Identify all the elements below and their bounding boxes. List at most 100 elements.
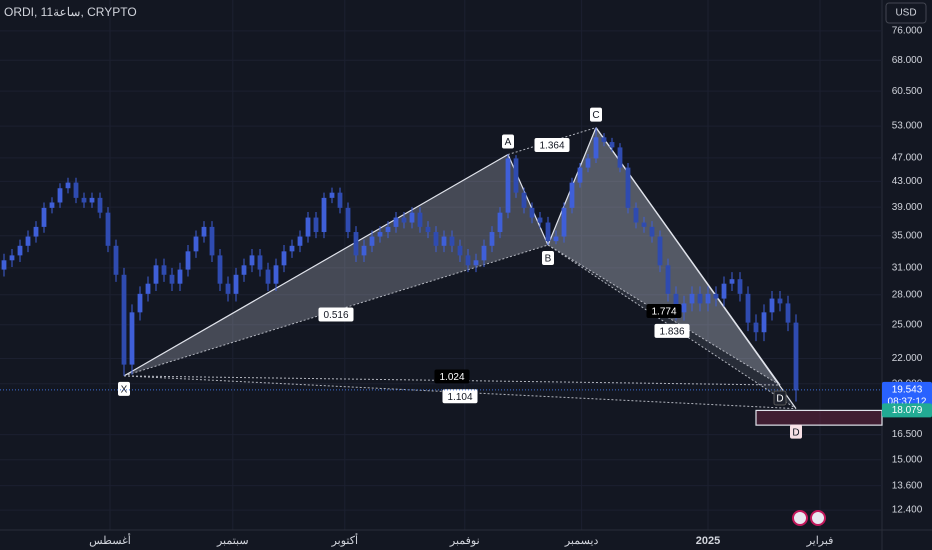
ratio-label-text: 1.364 <box>539 141 564 152</box>
candle-body <box>17 245 23 256</box>
point-label-box <box>590 107 602 122</box>
point-label-box <box>790 424 802 439</box>
candle-body <box>193 236 199 252</box>
pattern-point: X <box>118 381 130 396</box>
candle-body <box>745 293 751 323</box>
candle-body <box>713 293 719 299</box>
candle-body <box>177 269 183 284</box>
currency-button[interactable] <box>885 2 927 24</box>
candle-body <box>281 251 287 266</box>
candle-body <box>361 245 367 256</box>
candle-body <box>641 222 647 227</box>
y-tick-label: 76.000 <box>892 25 923 36</box>
candle-body <box>753 322 759 333</box>
ratio-label-box <box>534 138 570 153</box>
candle-body <box>793 322 799 391</box>
currency[interactable]: USD <box>895 8 916 19</box>
candle-body <box>145 283 151 294</box>
ratio-label-box <box>654 323 690 338</box>
candle-body <box>617 147 623 168</box>
candle-body <box>521 192 527 208</box>
candle-body <box>217 255 223 284</box>
point-label: A <box>505 137 512 148</box>
candle-body <box>569 182 575 208</box>
candle-body <box>457 245 463 256</box>
ratio-label-box <box>646 304 682 319</box>
grid <box>0 0 882 530</box>
target-zone <box>755 409 883 426</box>
candle-body <box>473 260 479 266</box>
candle-body <box>481 245 487 261</box>
y-tick-label: 13.600 <box>892 480 923 491</box>
candle-body <box>185 251 191 270</box>
candle-body <box>49 202 55 208</box>
candle-body <box>137 293 143 313</box>
candle-body <box>201 226 207 237</box>
candle-body <box>81 197 87 203</box>
ratio-label: 1.024 <box>434 369 470 384</box>
point-label-box <box>118 381 130 396</box>
ratio-label-box <box>434 369 470 384</box>
candle-body <box>513 158 519 193</box>
candle-body <box>97 197 103 213</box>
ratio-label-box <box>442 389 478 404</box>
point-label-box <box>773 390 787 406</box>
point-label: X <box>121 385 128 396</box>
y-tick-label: 53.000 <box>892 121 923 132</box>
event-icon[interactable] <box>810 510 826 526</box>
candle-body <box>161 265 167 275</box>
last-price-tag <box>882 381 932 410</box>
candle-body <box>681 303 687 313</box>
candle-body <box>489 232 495 246</box>
candle-body <box>585 158 591 168</box>
candle-body <box>121 274 127 365</box>
candle-body <box>729 279 735 284</box>
last-price: 19.543 <box>892 384 923 395</box>
ratio-line <box>547 244 781 386</box>
candle-body <box>129 312 135 365</box>
candle-body <box>673 293 679 313</box>
y-tick-label: 16.500 <box>892 429 923 440</box>
x-tick-label: سبتمبر <box>216 535 249 547</box>
event-icon[interactable] <box>792 510 808 526</box>
candle-body <box>761 312 767 333</box>
candle-body <box>777 298 783 304</box>
y-tick-label: 47.000 <box>892 153 923 164</box>
point-label: B <box>545 254 552 265</box>
candle-body <box>105 212 111 246</box>
candle-body <box>321 197 327 233</box>
event-icons[interactable] <box>792 510 826 526</box>
y-tick-label: 15.000 <box>892 454 923 465</box>
candle-body <box>409 212 415 223</box>
candle-body <box>249 255 255 266</box>
candle-body <box>545 222 551 242</box>
candle-body <box>657 236 663 266</box>
point-label-box <box>502 134 514 149</box>
candle-body <box>441 236 447 246</box>
candle-body <box>353 232 359 256</box>
chart-title: ORDI, 11ساعة, CRYPTO <box>4 5 137 19</box>
candle-body <box>345 207 351 233</box>
pattern-point: C <box>590 107 602 122</box>
candle-body <box>689 293 695 304</box>
y-tick-label: 43.000 <box>892 176 923 187</box>
y-tick-label: 68.000 <box>892 55 923 66</box>
pattern-point: D <box>773 390 787 406</box>
candle-body <box>57 188 63 203</box>
ratio-label: 1.774 <box>646 304 682 319</box>
pattern-fill <box>548 127 780 386</box>
candle-body <box>721 283 727 299</box>
candle-body <box>425 226 431 233</box>
y-tick-label: 60.500 <box>892 86 923 97</box>
y-tick-label: 12.400 <box>892 505 923 516</box>
candle-body <box>553 236 559 242</box>
candle-body <box>297 236 303 246</box>
candle-body <box>73 182 79 198</box>
candle-body <box>113 245 119 275</box>
candle-body <box>593 137 599 159</box>
point-label: D <box>792 427 799 438</box>
candle-body <box>1 260 7 270</box>
y-tick-label: 39.000 <box>892 202 923 213</box>
